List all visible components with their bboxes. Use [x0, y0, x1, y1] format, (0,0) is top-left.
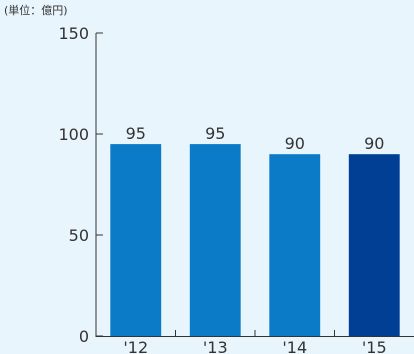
- bars: 95 95 90 90: [110, 124, 400, 336]
- bar: [110, 144, 162, 336]
- unit-label: (単位：億円): [4, 3, 68, 17]
- bar: [189, 144, 241, 336]
- x-tick-label: '14: [282, 338, 307, 354]
- bar: [348, 154, 400, 336]
- y-tick-label: 150: [58, 24, 89, 43]
- y-tick-label: 50: [69, 226, 89, 245]
- bar-value-label: 90: [364, 134, 384, 153]
- bar-value-label: 90: [285, 134, 305, 153]
- bar-value-label: 95: [126, 124, 146, 143]
- bar: [269, 154, 321, 336]
- y-axis-ticks: 0 50 100 150: [58, 24, 103, 346]
- x-tick-label: '13: [203, 338, 228, 354]
- bar-value-label: 95: [205, 124, 225, 143]
- x-axis-ticks: '12 '13 '14 '15: [123, 330, 387, 354]
- x-tick-label: '12: [123, 338, 148, 354]
- x-tick-label: '15: [362, 338, 387, 354]
- y-tick-label: 0: [79, 327, 89, 346]
- y-tick-label: 100: [58, 125, 89, 144]
